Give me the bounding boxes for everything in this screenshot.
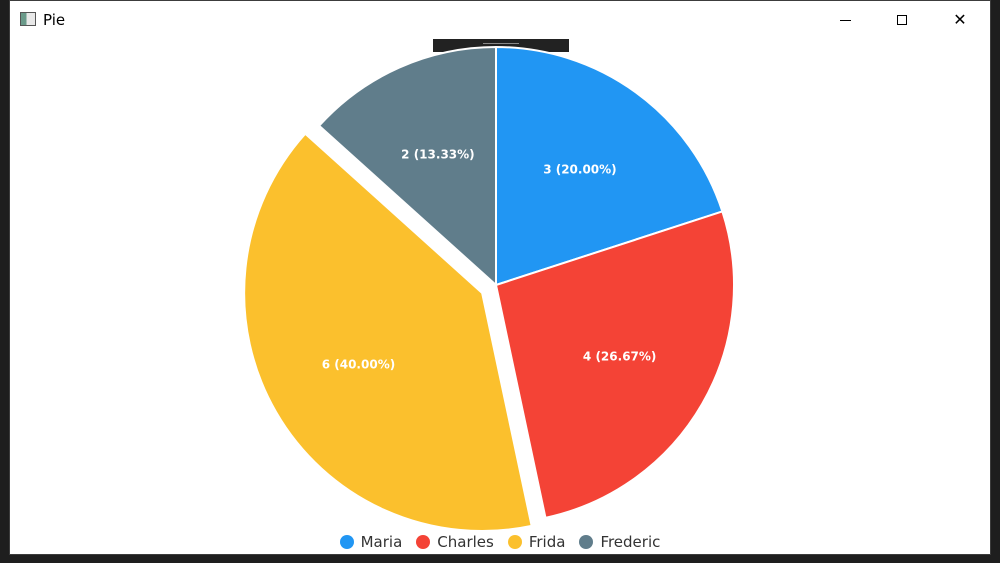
legend-item-charles[interactable]: Charles bbox=[416, 533, 494, 551]
legend-swatch bbox=[416, 535, 431, 549]
pie-slice-frida[interactable] bbox=[243, 132, 533, 532]
legend-label: Maria bbox=[360, 533, 403, 551]
legend-swatch bbox=[339, 535, 354, 549]
minimize-icon bbox=[839, 19, 851, 21]
pie-chart: 3 (20.00%) 4 (26.67%) 6 (40.00%) 2 (13.33%) bbox=[243, 45, 735, 532]
legend-swatch bbox=[507, 535, 522, 549]
close-button[interactable]: ✕ bbox=[937, 1, 983, 39]
app-window-icon bbox=[20, 12, 36, 26]
maximize-button[interactable] bbox=[879, 1, 925, 39]
legend-item-frederic[interactable]: Frederic bbox=[579, 533, 660, 551]
pie-slice-frederic[interactable] bbox=[317, 45, 497, 288]
window-title: Pie bbox=[43, 11, 66, 29]
legend-label: Frida bbox=[528, 533, 566, 551]
maximize-icon bbox=[897, 15, 907, 25]
pie-slice-maria[interactable] bbox=[495, 45, 724, 287]
app-window: Pie ✕ 3 (20.00%) 4 (26.67%) 6 (40.00%) 2 (1… bbox=[9, 0, 991, 555]
legend-item-frida[interactable]: Frida bbox=[507, 533, 566, 551]
chart-legend: Maria Charles Frida Frederic bbox=[10, 533, 990, 551]
slice-label-charles: 4 (26.67%) bbox=[583, 349, 656, 363]
close-icon: ✕ bbox=[953, 12, 967, 29]
legend-label: Charles bbox=[437, 533, 494, 551]
slice-label-maria: 3 (20.00%) bbox=[543, 162, 616, 176]
pie-slice-charles[interactable] bbox=[494, 210, 735, 519]
legend-label: Frederic bbox=[600, 533, 661, 551]
slice-label-frida: 6 (40.00%) bbox=[322, 357, 395, 371]
slice-label-frederic: 2 (13.33%) bbox=[401, 148, 474, 162]
legend-swatch bbox=[579, 535, 594, 549]
legend-item-maria[interactable]: Maria bbox=[339, 533, 403, 551]
minimize-button[interactable] bbox=[822, 1, 868, 39]
title-bar[interactable]: Pie ✕ bbox=[10, 1, 990, 39]
